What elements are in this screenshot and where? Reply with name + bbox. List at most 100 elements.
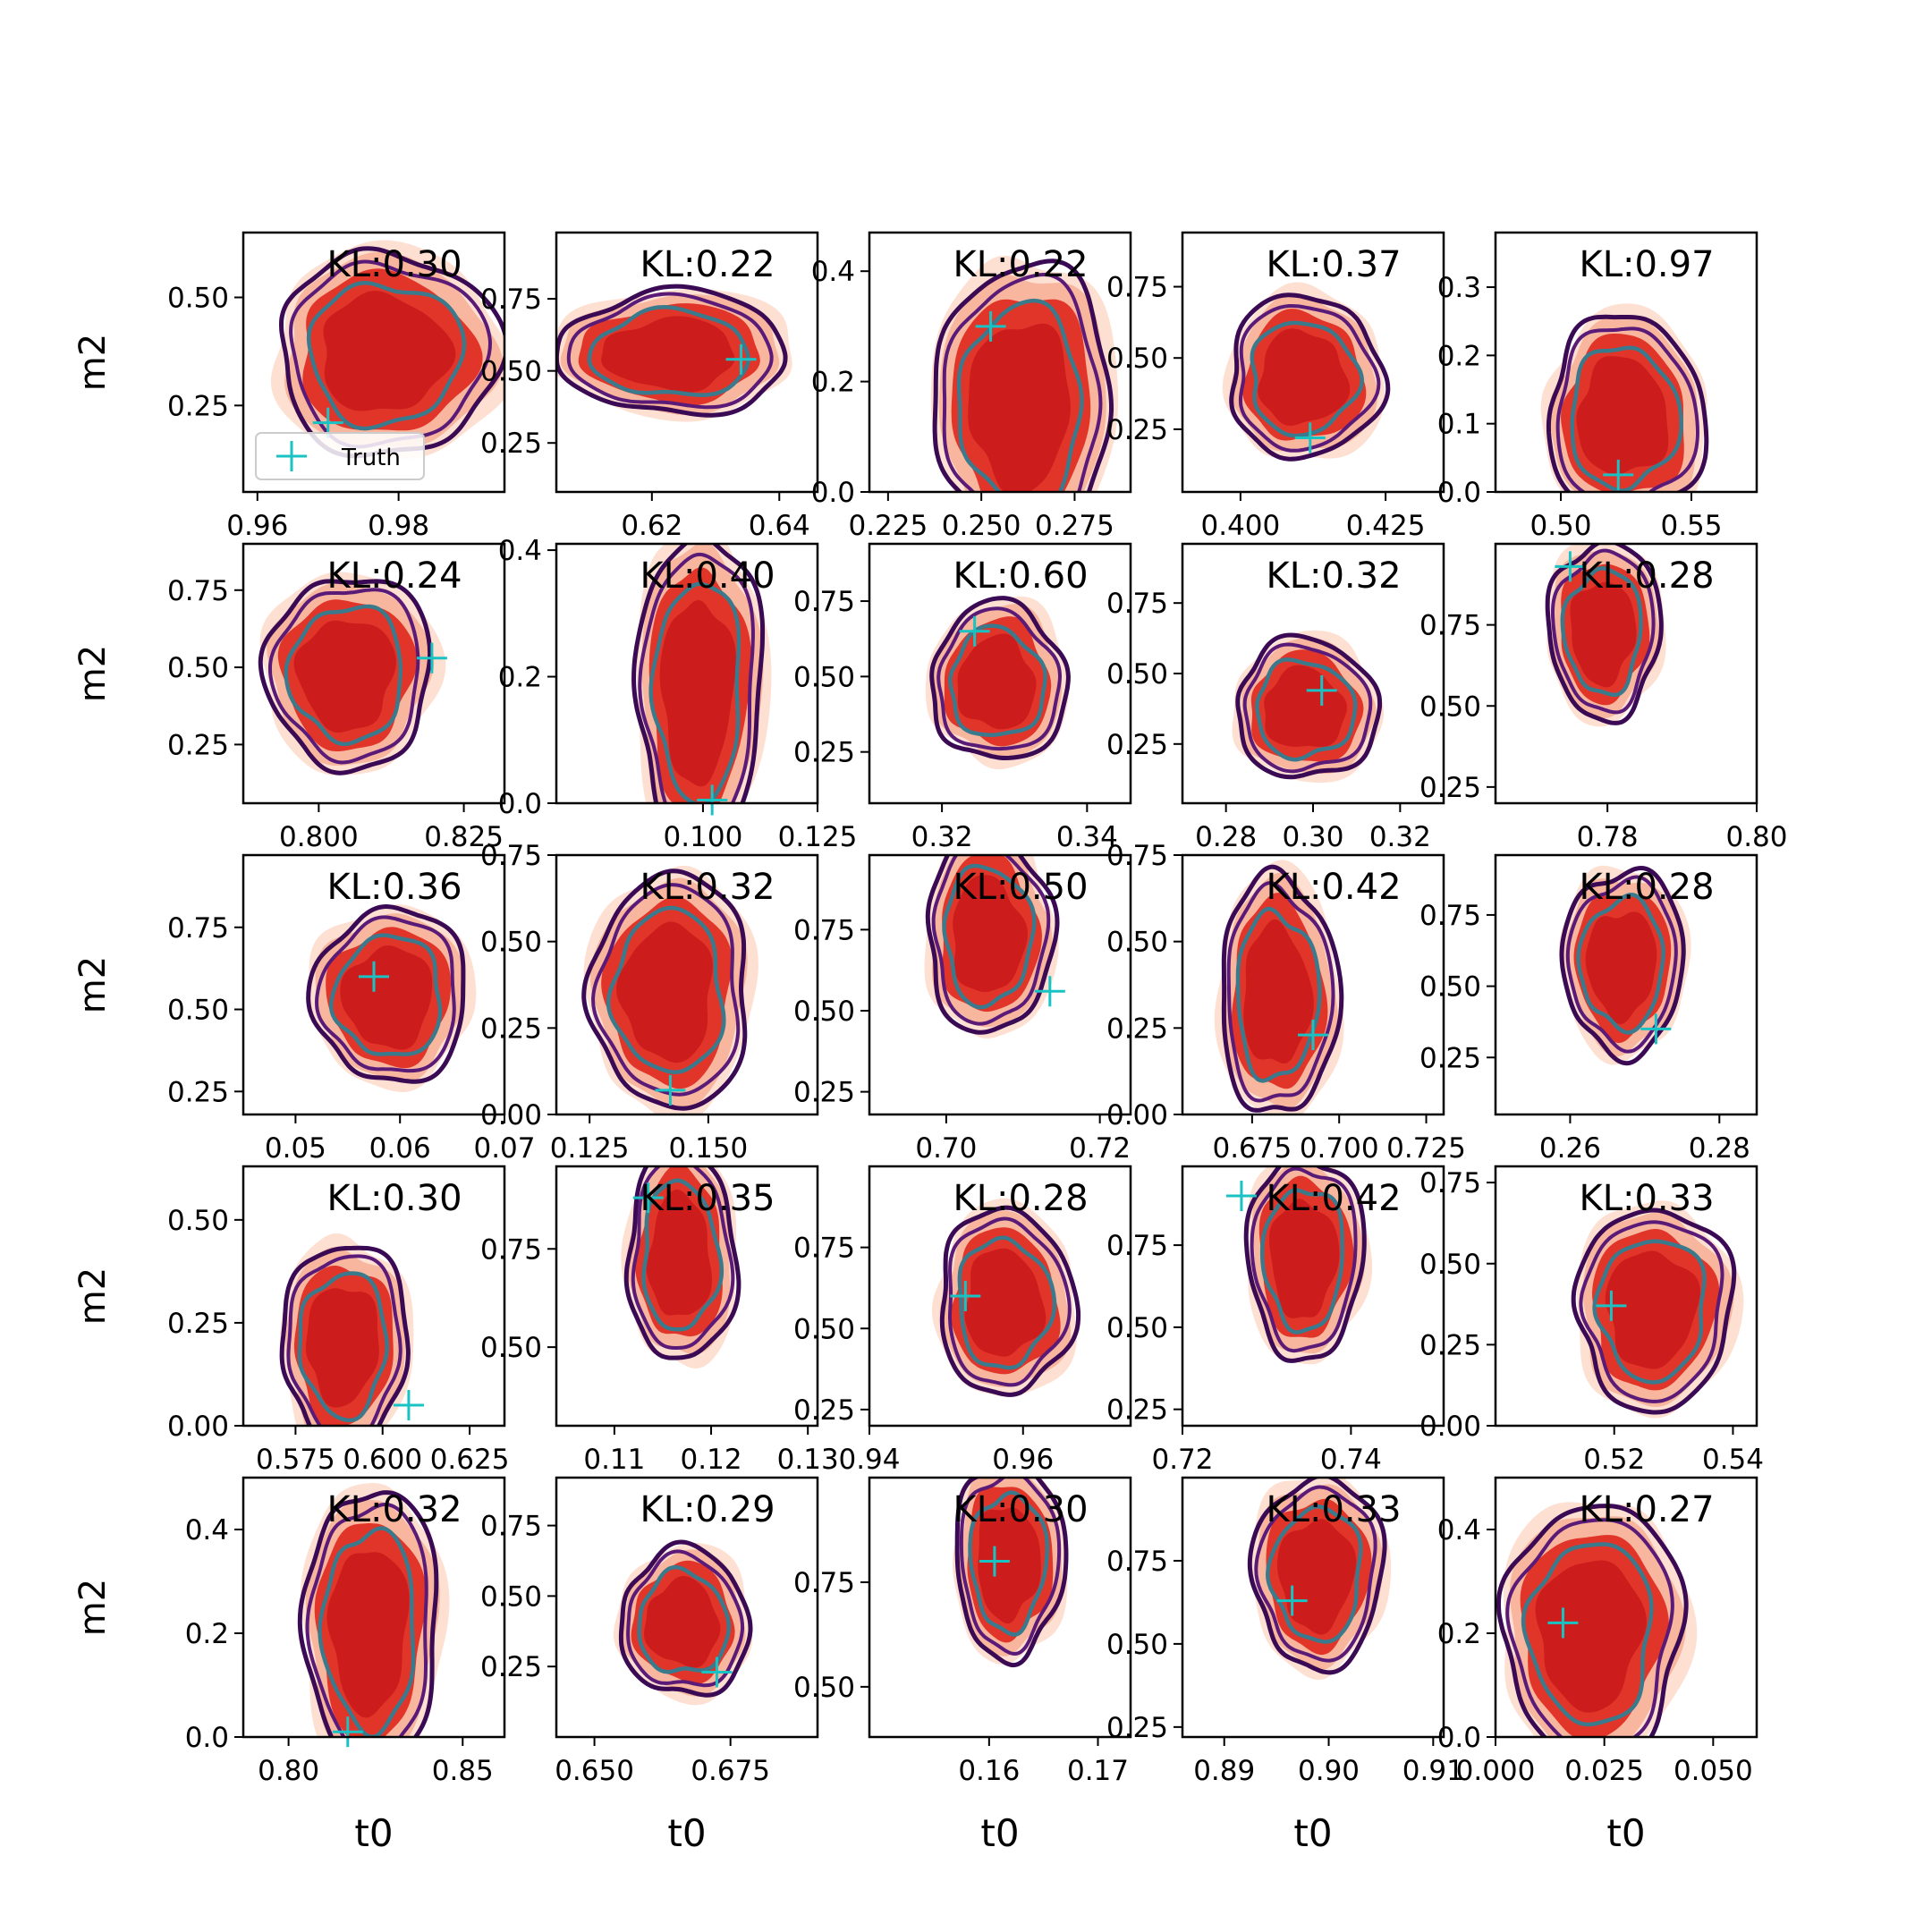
x-tick-label: 0.250	[942, 510, 1021, 542]
y-tick-label: 0.50	[793, 1313, 855, 1345]
x-axis-label: t0	[980, 1811, 1019, 1855]
posterior-density	[270, 240, 504, 459]
contour-outer	[306, 904, 466, 1084]
y-axis-label: m2	[72, 645, 114, 702]
y-tick-label: 0.75	[480, 1511, 542, 1543]
y-tick-label: 0.4	[811, 256, 855, 288]
truth-marker	[725, 343, 757, 375]
x-axis-label: t0	[1606, 1811, 1645, 1855]
density-fill-core	[659, 599, 736, 787]
density-fill-core	[1605, 1250, 1700, 1369]
subplot-5-4: KL:0.33 0.89 0.90 0.91 0.25 0.50 0.75 t0	[1106, 1476, 1464, 1855]
contour-inner	[956, 298, 1084, 492]
y-tick-label: 0.50	[167, 283, 229, 315]
contour-middle	[1254, 1485, 1377, 1663]
axes-frame	[868, 1476, 1132, 1739]
subplot-1-2: KL:0.22 0.62 0.64 0.25 0.50 0.75	[480, 231, 819, 542]
x-tick-label: 0.025	[1564, 1755, 1644, 1787]
y-tick-label: 0.00	[1106, 1099, 1168, 1131]
subplot-1-4: KL:0.37 0.400 0.425 0.25 0.50 0.75	[1106, 231, 1445, 542]
kl-label: KL:0.42	[1266, 867, 1401, 908]
truth-marker	[1306, 674, 1337, 706]
contour-middle	[305, 1503, 428, 1737]
x-tick-label: 0.89	[1193, 1755, 1255, 1787]
x-tick-label: 0.28	[1689, 1132, 1750, 1165]
subplot-1-1: KL:0.30 0.96 0.98 0.25 0.50 m2 Truth	[72, 231, 506, 542]
contour-inner	[1570, 345, 1683, 492]
contour-outer	[258, 579, 433, 775]
y-axis-label: m2	[72, 1267, 114, 1325]
y-tick-label: 0.75	[167, 575, 229, 607]
contour-inner	[328, 933, 443, 1056]
truth-marker	[975, 310, 1006, 342]
x-tick-label: 0.74	[1320, 1444, 1382, 1476]
x-tick-label: 0.125	[778, 821, 858, 853]
legend: Truth	[255, 432, 425, 480]
contour-inner	[587, 305, 750, 397]
subplot-grid: KL:0.30 0.96 0.98 0.25 0.50 m2 Truth KL:0.22 0.6…	[72, 231, 1788, 1855]
density-fill-core	[978, 1507, 1041, 1624]
y-tick-label: 0.50	[167, 995, 229, 1027]
x-tick-label: 0.30	[1282, 821, 1343, 853]
axes-frame	[555, 853, 819, 1116]
contour-middle	[1250, 1166, 1358, 1353]
y-tick-label: 0.25	[480, 1651, 542, 1683]
y-tick-label: 0.25	[1106, 1013, 1168, 1045]
density-fill-core	[1277, 1519, 1357, 1635]
x-tick-label: 0.32	[1369, 821, 1431, 853]
truth-marker	[1276, 1585, 1308, 1616]
y-tick-label: 0.0	[811, 477, 855, 509]
y-tick-label: 0.2	[1437, 340, 1481, 372]
subplot-5-1: KL:0.32 0.80 0.85 0.0 0.2 0.4 m2 t0	[72, 1476, 506, 1855]
contour-outer	[929, 596, 1071, 760]
contour-inner	[1560, 565, 1643, 698]
contour-middle	[959, 1478, 1062, 1656]
contour-middle	[267, 588, 420, 765]
truth-marker	[393, 1389, 424, 1420]
x-tick-label: 0.94	[838, 1444, 900, 1476]
y-tick-label: 0.25	[1419, 1329, 1481, 1361]
y-tick-label: 0.4	[1437, 1514, 1481, 1546]
y-tick-label: 0.25	[167, 1076, 229, 1108]
contour-middle	[936, 606, 1063, 751]
density-fill-core	[326, 1552, 410, 1718]
axes-frame	[1181, 1476, 1445, 1739]
density-fill-core	[305, 1288, 379, 1408]
x-tick-label: 0.675	[1212, 1132, 1292, 1165]
y-tick-label: 0.2	[811, 367, 855, 399]
y-tick-label: 0.1	[1437, 409, 1481, 441]
y-tick-label: 0.25	[1106, 414, 1168, 446]
subplot-4-4: KL:0.42 0.72 0.74 0.25 0.50 0.75	[1106, 1165, 1445, 1476]
posterior-density	[1540, 303, 1709, 492]
contour-inner	[1235, 906, 1322, 1083]
contour-middle	[947, 1216, 1072, 1387]
density-fill-core	[1535, 1560, 1647, 1713]
density-fill-core	[601, 316, 735, 393]
y-tick-label: 0.75	[480, 1233, 542, 1266]
contour-inner	[948, 623, 1047, 737]
contour-inner	[606, 905, 726, 1074]
x-tick-label: 0.52	[1583, 1444, 1645, 1476]
contour-outer	[556, 284, 788, 418]
axes-frame	[1494, 853, 1758, 1116]
truth-marker	[1555, 551, 1586, 582]
contour-outer	[297, 1490, 439, 1737]
y-tick-label: 0.50	[167, 652, 229, 684]
density-fill-core	[340, 945, 433, 1050]
contour-outer	[1559, 866, 1686, 1066]
y-tick-label: 0.75	[793, 586, 855, 618]
posterior-density	[931, 1198, 1081, 1397]
posterior-density	[258, 572, 446, 776]
x-tick-label: 0.150	[669, 1132, 749, 1165]
y-tick-label: 0.75	[1106, 272, 1168, 304]
subplot-1-3: KL:0.22 0.225 0.250 0.275 0.0 0.2 0.4	[811, 231, 1132, 542]
y-tick-label: 0.75	[1106, 1546, 1168, 1578]
y-tick-label: 0.50	[1419, 691, 1481, 723]
y-tick-label: 0.25	[1419, 772, 1481, 804]
y-tick-label: 0.50	[1106, 927, 1168, 959]
kl-label: KL:0.30	[953, 1489, 1088, 1530]
y-tick-label: 0.75	[167, 912, 229, 945]
y-tick-label: 0.50	[480, 927, 542, 959]
contour-outer	[1221, 864, 1344, 1113]
posterior-density	[1214, 860, 1344, 1114]
